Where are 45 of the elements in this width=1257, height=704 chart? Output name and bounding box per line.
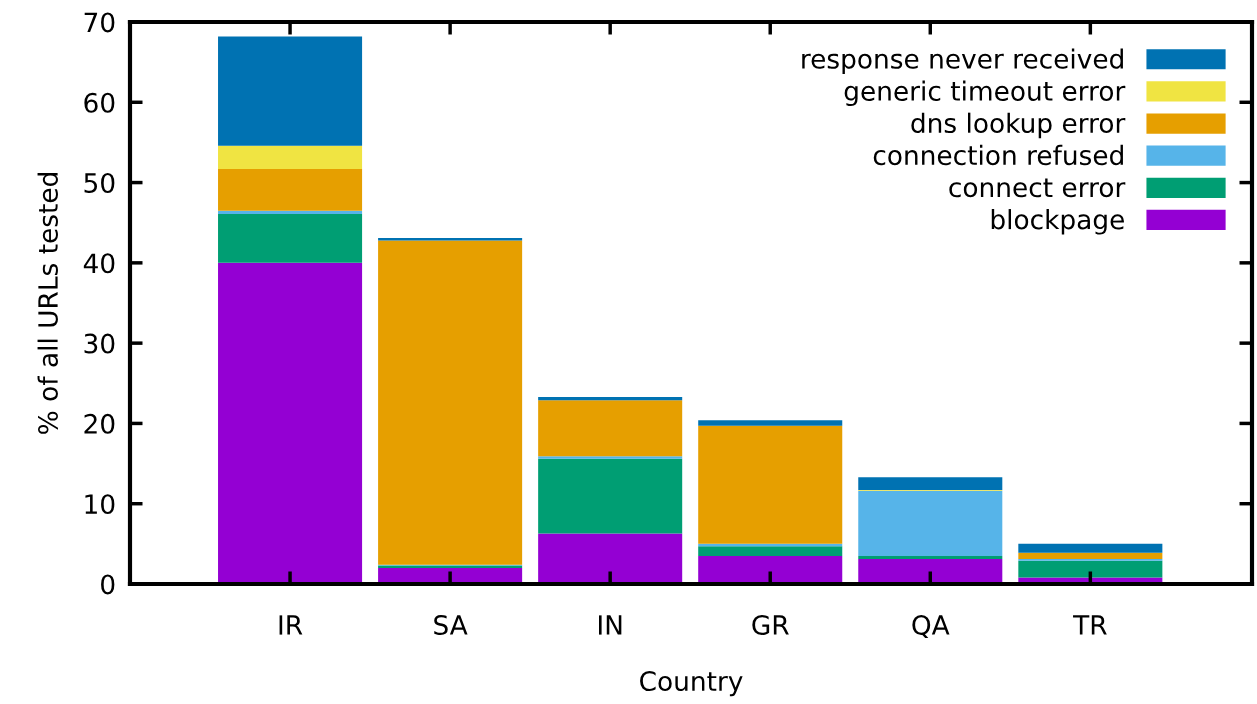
bar <box>538 533 683 584</box>
bar <box>698 420 843 426</box>
y-axis-title: % of all URLs tested <box>37 173 58 434</box>
bar <box>1018 552 1163 560</box>
bar <box>1018 560 1163 578</box>
y-tick-label: 50 <box>84 173 115 193</box>
y-tick-label: 10 <box>85 494 115 515</box>
legend-label: connection refused <box>873 144 1123 166</box>
y-tick-label: 30 <box>84 333 115 354</box>
bar <box>538 400 683 457</box>
y-tick-label: 0 <box>101 574 115 595</box>
bar <box>698 425 843 544</box>
x-tick-label: GR <box>752 615 789 635</box>
bar <box>218 262 363 584</box>
x-axis-title: Country <box>640 671 743 697</box>
bar <box>698 555 843 584</box>
bar <box>858 477 1003 491</box>
x-tick-label: SA <box>434 615 468 635</box>
x-tick-label: IR <box>279 615 303 635</box>
bar <box>1018 543 1163 553</box>
x-tick-label: IN <box>599 615 622 635</box>
y-tick-label: 40 <box>83 253 115 274</box>
bar <box>218 213 363 263</box>
bar <box>858 559 1003 584</box>
y-tick-label: 60 <box>84 92 115 113</box>
x-tick-label: QA <box>912 615 950 639</box>
x-tick-label: TR <box>1073 615 1107 635</box>
bar <box>538 458 683 534</box>
y-tick-label: 20 <box>84 413 115 434</box>
bar <box>858 555 1003 560</box>
bar <box>378 240 523 565</box>
bar <box>538 456 683 459</box>
legend-label: response never received <box>802 48 1123 74</box>
bar <box>218 145 363 169</box>
bar <box>858 490 1003 556</box>
bar <box>218 36 363 146</box>
legend-label: connect error <box>949 178 1126 198</box>
y-tick-label: 70 <box>84 12 115 33</box>
legend-label: blockpage <box>991 209 1124 235</box>
bar <box>218 168 363 211</box>
legend-label: dns lookup error <box>911 112 1126 139</box>
bar <box>218 210 363 214</box>
bar <box>698 546 843 556</box>
legend-label: generic timeout error <box>844 80 1126 107</box>
bar <box>538 396 683 401</box>
